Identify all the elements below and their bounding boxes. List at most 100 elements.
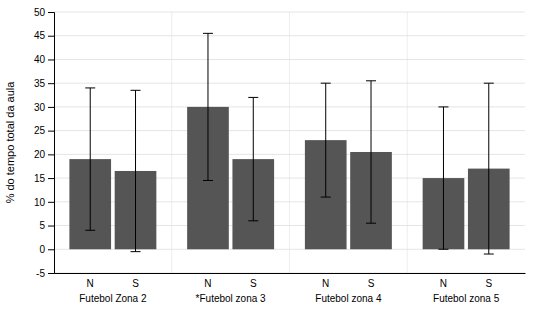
series-label: S: [132, 278, 139, 289]
y-tick: 40: [34, 54, 54, 65]
x-axis-line: [55, 273, 526, 274]
error-bar: [366, 81, 376, 223]
y-tick-label: 0: [39, 244, 45, 255]
error-bar: [248, 97, 258, 220]
error-line: [325, 83, 326, 197]
error-cap: [131, 90, 141, 91]
error-cap: [484, 254, 494, 255]
x-tick: Futebol Zona 2: [79, 293, 147, 304]
error-line: [135, 90, 136, 251]
y-tick-mark: [48, 83, 54, 84]
y-tick: 45: [34, 30, 54, 41]
marks: [69, 33, 509, 254]
y-tick-label: 15: [34, 173, 46, 184]
y-tick-label: 5: [39, 220, 45, 231]
error-cap: [438, 249, 448, 250]
error-bar: [321, 83, 331, 197]
series-label: N: [440, 278, 447, 289]
error-cap: [203, 33, 213, 34]
y-tick: 10: [34, 197, 54, 208]
y-tick: -5: [36, 268, 54, 279]
plot: -5 0 5 10 15 20 25 30 35 40 45 50 Futebol Zona 2 *Fut…: [34, 7, 526, 304]
error-bar: [438, 107, 448, 249]
y-tick-mark: [48, 131, 54, 132]
grid: [54, 12, 525, 273]
error-bar: [85, 88, 95, 230]
y-tick: 0: [39, 244, 54, 255]
y-tick-mark: [48, 178, 54, 179]
error-line: [488, 83, 489, 254]
y-tick-label: -5: [36, 268, 45, 279]
y-tick: 50: [34, 7, 54, 18]
error-cap: [248, 97, 258, 98]
group-label: Futebol zona 4: [315, 293, 382, 304]
y-tick-label: 10: [34, 197, 46, 208]
y-tick-mark: [48, 59, 54, 60]
y-tick-label: 25: [34, 125, 46, 136]
error-cap: [321, 197, 331, 198]
y-tick-label: 20: [34, 149, 46, 160]
y-tick-mark: [48, 226, 54, 227]
series-labels: NSNSNSNS: [87, 278, 493, 289]
error-cap: [484, 83, 494, 84]
error-cap: [85, 230, 95, 231]
error-cap: [366, 223, 376, 224]
separators: [172, 12, 408, 273]
y-tick: 15: [34, 173, 54, 184]
group-label: Futebol Zona 2: [79, 293, 147, 304]
x-axis: Futebol Zona 2 *Futebol zona 3 Futebol zon…: [55, 274, 526, 305]
separator: [289, 12, 290, 273]
error-cap: [85, 87, 95, 88]
x-tick: Futebol zona 4: [315, 293, 382, 304]
separator: [171, 12, 172, 273]
x-tick: Futebol zona 5: [433, 293, 500, 304]
error-line: [90, 88, 91, 230]
x-tick: *Futebol zona 3: [196, 293, 266, 304]
error-cap: [438, 106, 448, 107]
y-tick: 5: [39, 220, 54, 231]
y-tick-label: 40: [34, 54, 46, 65]
series-label: S: [250, 278, 257, 289]
error-line: [207, 33, 208, 180]
chart: -5 0 5 10 15 20 25 30 35 40 45 50 Futebol Zona 2 *Fut…: [0, 0, 537, 321]
y-tick-mark: [48, 12, 54, 13]
y-axis: -5 0 5 10 15 20 25 30 35 40 45 50: [34, 7, 55, 279]
y-tick: 35: [34, 78, 54, 89]
series-label: N: [322, 278, 329, 289]
error-cap: [248, 220, 258, 221]
y-tick-label: 35: [34, 78, 46, 89]
y-tick-mark: [48, 273, 54, 274]
y-tick-mark: [48, 202, 54, 203]
group-label: *Futebol zona 3: [196, 293, 266, 304]
error-line: [371, 81, 372, 223]
y-tick-mark: [48, 107, 54, 108]
y-tick-label: 50: [34, 7, 46, 18]
y-tick: 20: [34, 149, 54, 160]
y-tick-label: 45: [34, 30, 46, 41]
error-cap: [366, 80, 376, 81]
series: [115, 81, 510, 254]
separator: [407, 12, 408, 273]
error-bar: [203, 33, 213, 180]
y-tick: 25: [34, 125, 54, 136]
error-bar: [484, 83, 494, 254]
error-cap: [203, 180, 213, 181]
series-label: N: [204, 278, 211, 289]
y-tick-label: 30: [34, 102, 46, 113]
series-label: S: [485, 278, 492, 289]
series-label: S: [368, 278, 375, 289]
y-tick: 30: [34, 102, 54, 113]
y-tick-mark: [48, 154, 54, 155]
y-axis-line: [48, 13, 55, 274]
error-bar: [131, 90, 141, 251]
series-label: N: [87, 278, 94, 289]
error-cap: [131, 251, 141, 252]
y-axis-title: % do tempo total da aula: [4, 81, 16, 204]
series: [69, 33, 464, 249]
error-line: [253, 97, 254, 220]
y-tick-mark: [48, 36, 54, 37]
error-cap: [321, 83, 331, 84]
error-line: [443, 107, 444, 249]
group-label: Futebol zona 5: [433, 293, 500, 304]
y-tick-mark: [48, 249, 54, 250]
